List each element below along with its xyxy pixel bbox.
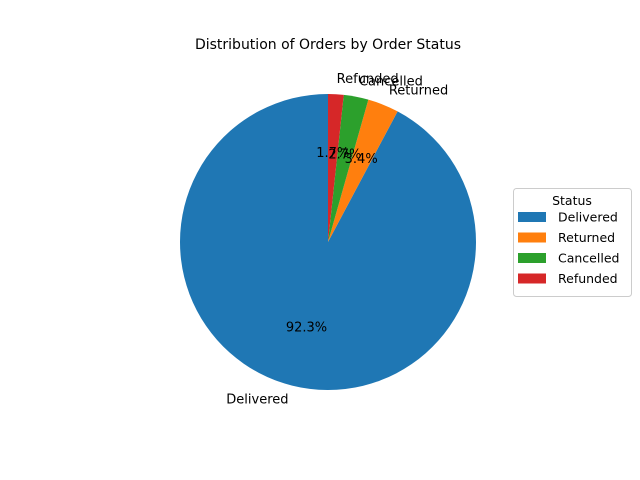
slice-label-cancelled: Cancelled [359,75,423,90]
slice-label-delivered: Delivered [226,392,288,407]
legend-swatch-refunded [518,273,546,284]
legend: Status Delivered Returned Cancelled Refunde… [513,188,632,297]
legend-title: Status [552,193,592,208]
pct-label-delivered: 92.3% [286,321,327,336]
legend-label-delivered: Delivered [558,210,618,225]
legend-swatch-delivered [518,212,546,222]
pct-label-refunded: 1.7% [316,146,349,161]
pie-labels: 92.3% Delivered 3.4% Returned 2.7% Cancelled 1… [226,72,448,408]
legend-swatch-cancelled [518,253,546,263]
legend-label-returned: Returned [558,230,615,245]
pie-slice-returned [328,99,398,242]
legend-items: Delivered Returned Cancelled Refunded [518,210,619,286]
legend-swatch-returned [518,232,546,243]
chart-title: Distribution of Orders by Order Status [195,37,461,53]
pie-slice-cancelled [328,94,369,242]
pie-slices [179,94,477,390]
pie-slice-refunded [328,94,344,242]
slice-label-returned: Returned [389,83,448,98]
legend-label-cancelled: Cancelled [558,251,619,266]
pct-label-returned: 3.4% [345,152,378,167]
pct-label-cancelled: 2.7% [328,147,361,162]
legend-label-refunded: Refunded [558,271,618,286]
slice-label-refunded: Refunded [337,72,399,87]
